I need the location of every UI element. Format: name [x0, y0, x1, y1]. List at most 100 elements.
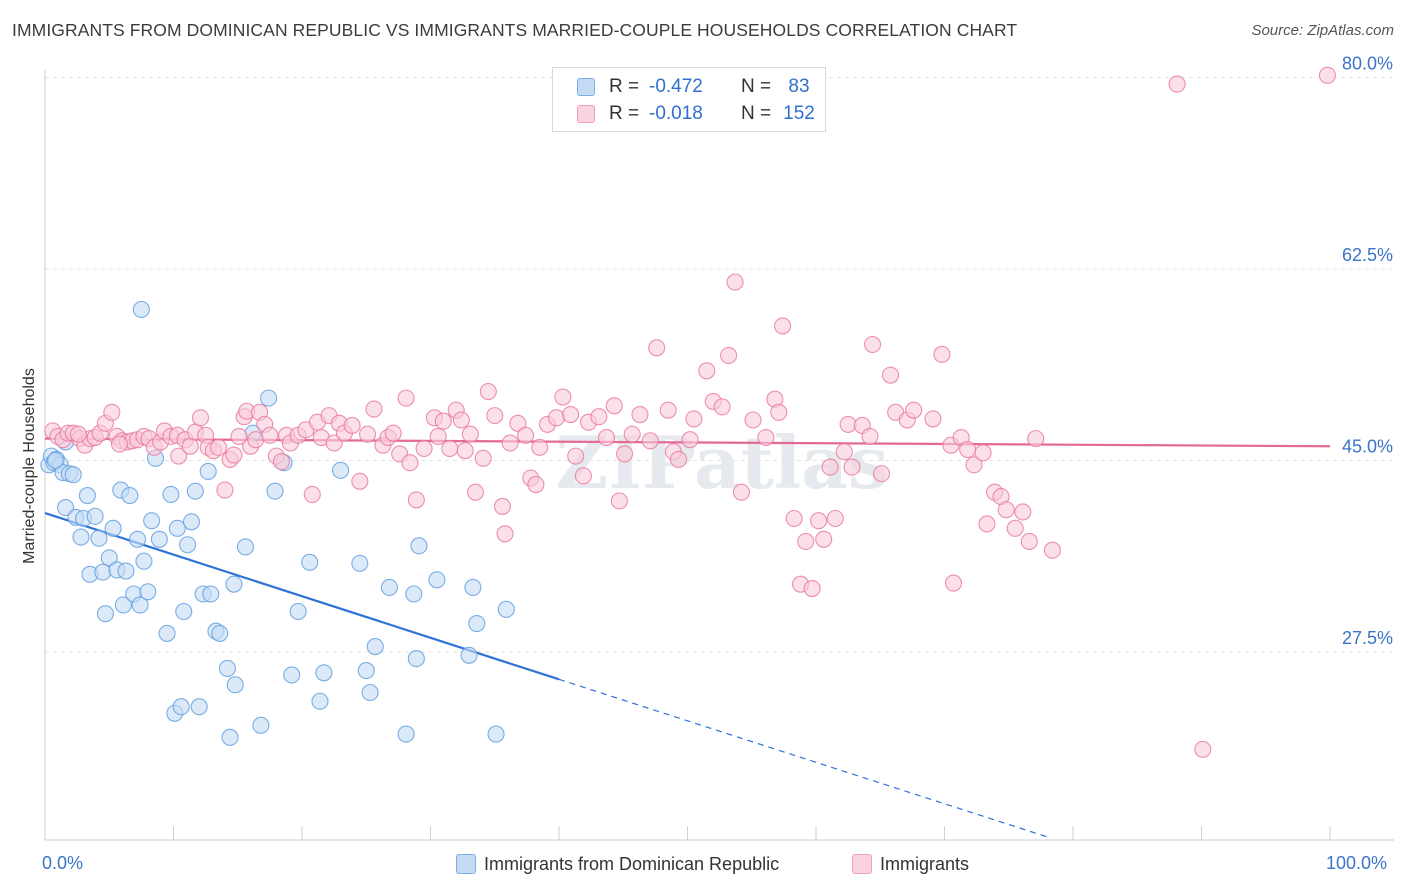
data-point-dominican	[162, 485, 180, 503]
data-point-dominican	[397, 725, 415, 743]
data-point-immigrants	[698, 362, 716, 380]
chart-title: IMMIGRANTS FROM DOMINICAN REPUBLIC VS IM…	[12, 20, 1018, 40]
data-point-dominican	[128, 530, 147, 548]
data-point-immigrants	[978, 515, 996, 533]
data-point-immigrants	[531, 438, 549, 456]
data-point-immigrants	[641, 432, 659, 450]
data-point-immigrants	[209, 438, 228, 456]
legend-n-label: N =	[741, 76, 772, 97]
data-point-immigrants	[659, 401, 677, 419]
data-point-immigrants	[261, 426, 279, 444]
data-point-dominican	[199, 462, 217, 480]
source-credit: Source: ZipAtlas.com	[1251, 22, 1394, 39]
data-point-immigrants	[325, 434, 343, 452]
data-point-immigrants	[401, 454, 419, 472]
data-point-immigrants	[615, 445, 634, 463]
x-tick-label-max: 100.0%	[1326, 853, 1388, 873]
data-point-dominican	[218, 659, 237, 677]
legend-n-value: 83	[788, 76, 810, 97]
data-point-dominican	[221, 728, 239, 746]
data-point-immigrants	[681, 431, 699, 449]
data-point-immigrants	[397, 389, 415, 407]
data-point-dominican	[380, 578, 398, 596]
data-point-dominican	[410, 537, 428, 555]
data-point-dominican	[72, 528, 90, 546]
data-point-immigrants	[554, 388, 572, 406]
data-point-dominican	[78, 486, 96, 505]
legend-row-blue: R = -0.472 N = 83	[577, 74, 821, 100]
data-point-immigrants	[230, 427, 248, 445]
data-point-immigrants	[1014, 503, 1032, 521]
data-point-immigrants	[872, 465, 891, 483]
y-tick-label: 27.5%	[1342, 628, 1393, 648]
legend-r-value: -0.472	[649, 76, 703, 97]
data-point-dominican	[311, 692, 329, 710]
data-point-dominican	[100, 549, 118, 567]
bottom-legend-swatch-blue	[456, 854, 476, 874]
data-point-immigrants	[826, 509, 844, 528]
data-point-immigrants	[1168, 75, 1186, 93]
data-point-immigrants	[170, 447, 188, 465]
data-point-dominican	[172, 698, 190, 716]
legend-r-value: -0.018	[649, 103, 703, 124]
data-point-immigrants	[785, 509, 803, 528]
data-point-immigrants	[835, 443, 853, 461]
data-point-immigrants	[486, 407, 504, 425]
data-point-immigrants	[272, 453, 290, 471]
data-point-immigrants	[547, 409, 565, 427]
data-point-immigrants	[669, 450, 688, 468]
data-point-immigrants	[881, 366, 900, 384]
data-point-immigrants	[181, 437, 199, 455]
data-point-immigrants	[216, 481, 234, 499]
data-point-dominican	[150, 530, 168, 548]
data-point-dominican	[428, 571, 446, 589]
trend-line-dominican-extension	[558, 678, 1048, 838]
data-point-dominican	[168, 519, 186, 537]
data-point-immigrants	[757, 428, 775, 447]
data-point-dominican	[366, 637, 384, 656]
legend: R = -0.472 N = 83 R = -0.018 N = 152	[552, 67, 826, 132]
data-point-immigrants	[1318, 66, 1336, 84]
data-point-immigrants	[744, 411, 762, 429]
data-point-immigrants	[479, 383, 497, 401]
data-point-immigrants	[839, 415, 857, 433]
data-point-dominican	[357, 662, 375, 680]
bottom-legend-blue: Immigrants from Dominican Republic	[456, 852, 779, 876]
data-point-dominican	[131, 596, 149, 614]
data-point-immigrants	[474, 449, 492, 467]
data-point-immigrants	[452, 411, 470, 429]
data-point-immigrants	[456, 442, 474, 460]
data-point-immigrants	[863, 335, 882, 354]
data-point-dominican	[266, 482, 284, 500]
data-point-immigrants	[461, 425, 479, 443]
data-point-immigrants	[720, 346, 738, 364]
bottom-legend-label-pink: Immigrants	[880, 853, 970, 874]
data-point-immigrants	[1194, 740, 1212, 758]
data-point-immigrants	[509, 414, 527, 432]
data-point-immigrants	[434, 412, 452, 430]
data-point-dominican	[351, 554, 369, 572]
data-point-immigrants	[365, 400, 383, 418]
bottom-legend-label-blue: Immigrants from Dominican Republic	[484, 853, 780, 874]
data-point-immigrants	[732, 483, 751, 501]
data-point-dominican	[252, 716, 270, 734]
data-point-immigrants	[384, 424, 402, 442]
data-point-immigrants	[685, 410, 703, 428]
data-point-immigrants	[69, 425, 87, 443]
data-point-dominican	[86, 507, 104, 525]
legend-swatch-blue	[577, 78, 595, 96]
data-point-dominican	[96, 605, 114, 623]
data-point-immigrants	[821, 458, 839, 476]
data-point-immigrants	[527, 476, 545, 494]
trend-line-dominican	[44, 511, 560, 681]
data-point-immigrants	[466, 483, 485, 501]
data-point-dominican	[104, 519, 122, 537]
data-point-dominican	[114, 596, 132, 614]
data-point-immigrants	[713, 398, 731, 416]
data-point-immigrants	[441, 439, 459, 458]
data-point-dominican	[143, 512, 161, 530]
data-point-dominican	[487, 725, 505, 743]
legend-r-label: R =	[609, 103, 640, 124]
y-axis-label: Married-couple Households	[21, 368, 38, 564]
